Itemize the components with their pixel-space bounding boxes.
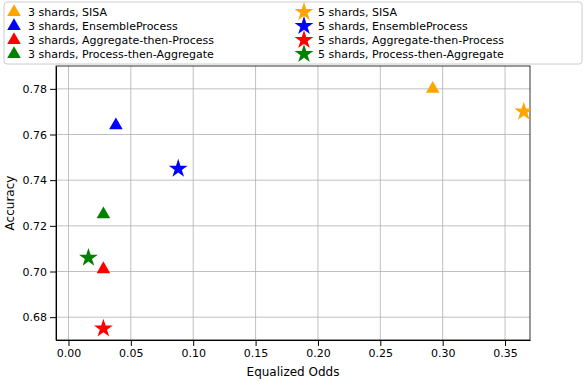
grid-line (56, 180, 530, 181)
grid-line (56, 225, 530, 226)
tick-label: 0.30 (431, 347, 456, 360)
legend: 3 shards, SISA3 shards, EnsembleProcess3… (4, 2, 582, 64)
points (79, 81, 530, 337)
legend-marker (295, 44, 314, 62)
tick: 0.68 (23, 311, 57, 324)
grid-line (255, 66, 256, 340)
point (109, 118, 123, 130)
grid-line (68, 66, 69, 340)
tick: 0.70 (23, 266, 57, 279)
tick-mark (50, 272, 56, 273)
tick: 0.30 (431, 340, 456, 360)
tick-mark (443, 340, 444, 346)
tick: 0.76 (23, 129, 57, 142)
grid (56, 66, 530, 340)
tick-label: 0.68 (23, 311, 48, 324)
axis-line (56, 67, 57, 341)
point (514, 102, 530, 120)
tick-mark (50, 226, 56, 227)
grid-line (56, 134, 530, 135)
legend-label: 5 shards, SISA (318, 6, 397, 19)
tick: 0.20 (306, 340, 331, 360)
legend-label: 5 shards, EnsembleProcess (318, 20, 468, 33)
tick-label: 0.70 (23, 266, 48, 279)
point (169, 159, 188, 177)
axis-line (57, 340, 531, 341)
tick: 0.05 (119, 340, 144, 360)
legend-marker (7, 4, 21, 16)
legend-label: 5 shards, Process-then-Aggregate (318, 48, 504, 61)
plot: 0.00 0.05 0.10 0.15 0.20 0.25 0.30 0.35 0.68 0.70… (23, 66, 534, 360)
grid-line (193, 66, 194, 340)
tick-mark (50, 135, 56, 136)
legend-label: 3 shards, EnsembleProcess (28, 20, 178, 33)
grid-line (130, 66, 131, 340)
tick-label: 0.74 (23, 174, 48, 187)
point (94, 319, 113, 337)
tick-mark (256, 340, 257, 346)
tick: 0.35 (493, 340, 517, 360)
tick: 0.25 (369, 340, 394, 360)
tick-label: 0.35 (493, 347, 517, 360)
legend-marker (7, 18, 21, 30)
legend-marker (7, 32, 21, 44)
tick-label: 0.15 (244, 347, 269, 360)
legend-label: 3 shards, Process-then-Aggregate (28, 48, 214, 61)
y-axis: 0.68 0.70 0.72 0.74 0.76 0.78 (23, 67, 57, 341)
tick: 0.00 (57, 340, 82, 360)
legend-label: 3 shards, Aggregate-then-Process (28, 34, 214, 47)
tick-label: 0.00 (57, 347, 82, 360)
tick-mark (131, 340, 132, 346)
grid-line (317, 66, 318, 340)
point (426, 81, 440, 93)
tick-label: 0.76 (23, 129, 48, 142)
tick-label: 0.78 (23, 83, 48, 96)
point (79, 248, 98, 266)
tick-label: 0.20 (306, 347, 331, 360)
tick-mark (505, 340, 506, 346)
legend-marker (7, 46, 21, 58)
grid-line (56, 88, 530, 89)
tick: 0.78 (23, 83, 57, 96)
tick: 0.15 (244, 340, 269, 360)
tick: 0.10 (181, 340, 206, 360)
legend-box (4, 2, 582, 64)
grid-line (442, 66, 443, 340)
tick: 0.72 (23, 220, 57, 233)
legend-label: 3 shards, SISA (28, 6, 107, 19)
point (97, 207, 111, 219)
x-axis: 0.00 0.05 0.10 0.15 0.20 0.25 0.30 0.35 (57, 340, 531, 360)
tick: 0.74 (23, 174, 57, 187)
tick-mark (50, 180, 56, 181)
point (97, 261, 111, 273)
tick-mark (380, 340, 381, 346)
tick-label: 0.10 (181, 347, 206, 360)
grid-line (56, 317, 530, 318)
x-axis-title: Equalized Odds (247, 365, 340, 379)
tick-label: 0.05 (119, 347, 144, 360)
chart: 0.00 0.05 0.10 0.15 0.20 0.25 0.30 0.35 0.68 0.70… (0, 0, 586, 384)
grid-line (505, 66, 506, 340)
tick-label: 0.72 (23, 220, 48, 233)
grid-line (380, 66, 381, 340)
tick-mark (318, 340, 319, 346)
tick-mark (193, 340, 194, 346)
plot-frame (56, 66, 530, 340)
tick-mark (50, 317, 56, 318)
tick-mark (50, 89, 56, 90)
legend-label: 5 shards, Aggregate-then-Process (318, 34, 504, 47)
tick-label: 0.25 (369, 347, 394, 360)
y-axis-title: Accuracy (3, 176, 17, 231)
grid-line (56, 271, 530, 272)
tick-mark (68, 340, 69, 346)
